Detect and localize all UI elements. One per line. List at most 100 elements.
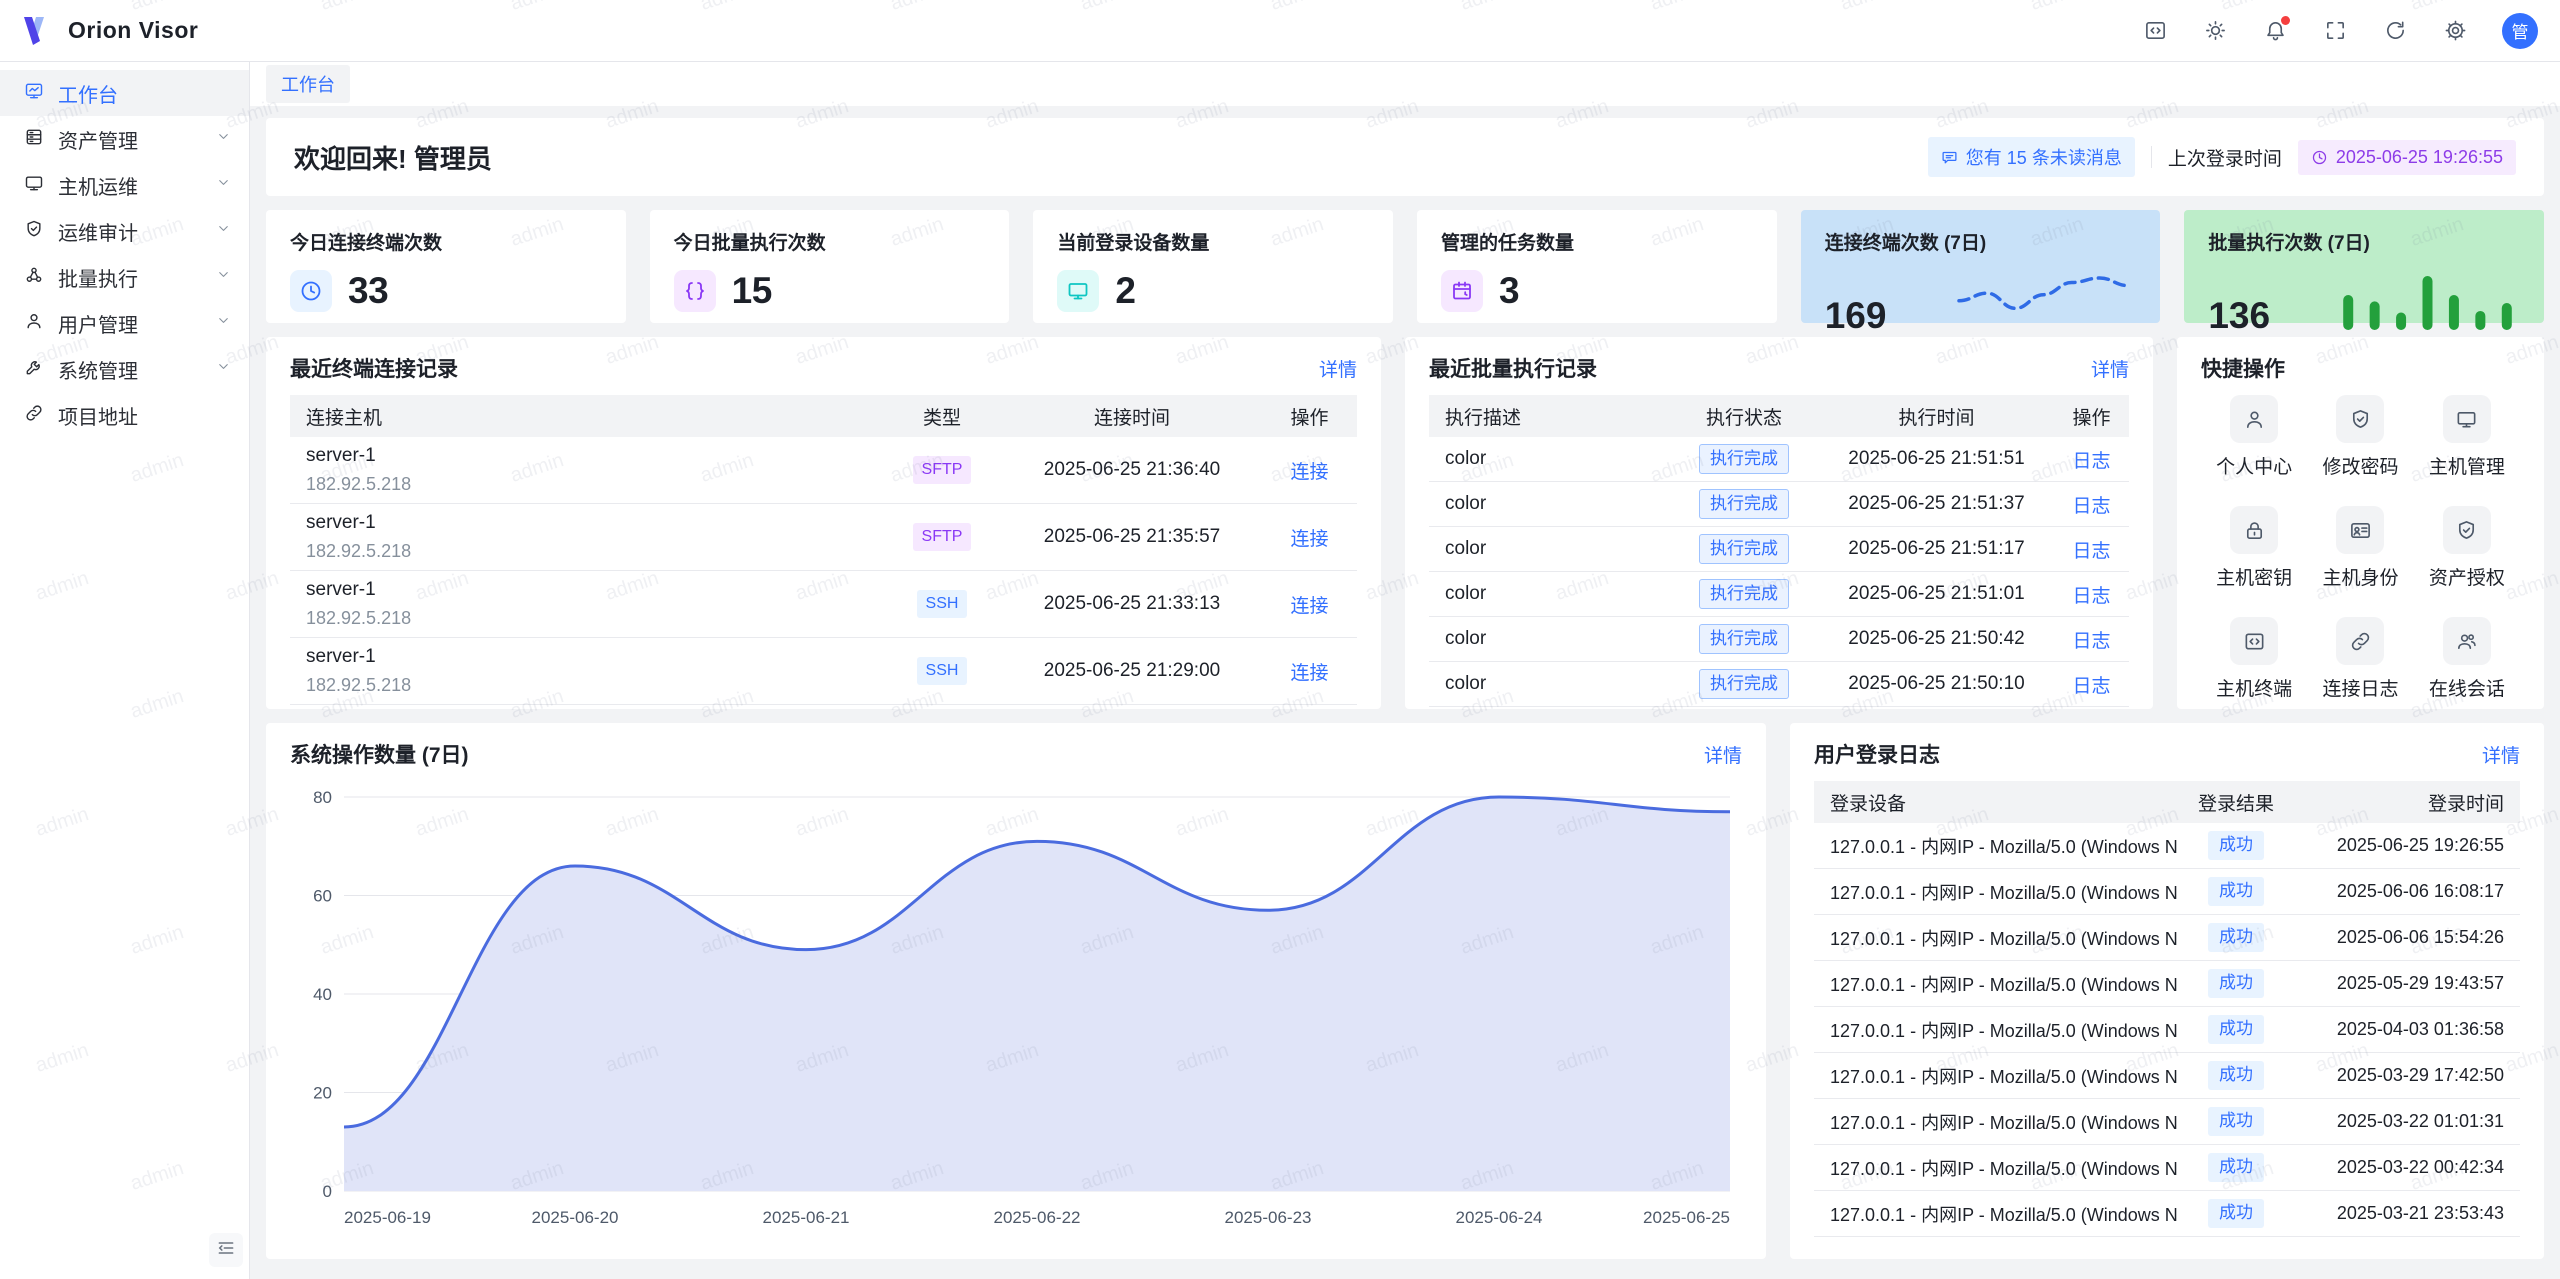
svg-text:2025-06-25: 2025-06-25: [1643, 1208, 1730, 1227]
log-link[interactable]: 日志: [2072, 630, 2111, 652]
shield-check-icon: [2442, 506, 2491, 554]
quick-op-host-mgmt[interactable]: 主机管理: [2414, 395, 2520, 479]
connect-link[interactable]: 连接: [1290, 662, 1329, 684]
refresh-icon[interactable]: [2382, 18, 2408, 44]
clock-icon: [2312, 150, 2327, 164]
dashboard-content: 欢迎回来! 管理员 您有 15 条未读消息 上次登录时间 2025-06-25 …: [250, 106, 2560, 1279]
chart-details-link[interactable]: 详情: [1703, 745, 1742, 767]
table-row: color 执行完成 2025-06-25 21:51:51 日志: [1429, 437, 2129, 482]
terminal-records-panel: 最近终端连接记录 详情 连接主机 类型 连接时间 操作: [266, 337, 1381, 709]
table-row: color 执行完成 2025-06-25 21:51:37 日志: [1429, 481, 2129, 527]
protocol-badge: SFTP: [912, 456, 972, 484]
sidebar-item-label: 批量执行: [58, 268, 138, 291]
table-row: server-1 182.92.5.218 SFTP 2025-06-25 21:…: [290, 437, 1357, 504]
connect-link[interactable]: 连接: [1290, 461, 1329, 483]
stat-value: 169: [1824, 295, 1887, 336]
login-result-badge: 成功: [2208, 1153, 2264, 1182]
log-link[interactable]: 日志: [2072, 675, 2111, 697]
sidebar-item-system-mgmt[interactable]: 系统管理: [0, 346, 249, 392]
table-row: 127.0.0.1 - 内网IP - Mozilla/5.0 (Windows …: [1814, 960, 2520, 1007]
stat-value: 2: [1115, 270, 1136, 311]
svg-text:60: 60: [313, 887, 332, 906]
table-row: 127.0.0.1 - 内网IP - Mozilla/5.0 (Windows …: [1814, 1006, 2520, 1053]
sidebar-item-assets[interactable]: 资产管理: [0, 116, 249, 162]
quick-op-connect-log[interactable]: 连接日志: [2307, 617, 2413, 701]
svg-text:40: 40: [313, 985, 332, 1004]
login-log-details-link[interactable]: 详情: [2481, 745, 2520, 767]
sidebar-item-host-ops[interactable]: 主机运维: [0, 162, 249, 208]
chevron-down-icon: [216, 359, 231, 379]
workbench-icon: [24, 81, 44, 106]
settings-gear-icon[interactable]: [2442, 18, 2468, 44]
stat-value: 3: [1499, 270, 1520, 311]
system-operations-area-chart: 0 20 40 60 80 2025-06-19 2025-06-20 2025-06-21 2…: [313, 788, 1731, 1227]
sidebar-item-project-link[interactable]: 项目地址: [0, 392, 249, 438]
svg-text:2025-06-19: 2025-06-19: [344, 1208, 431, 1227]
quick-op-host-keys[interactable]: 主机密钥: [2201, 506, 2307, 590]
terminal-records-table: 连接主机 类型 连接时间 操作 server-1 182.92.5.218 SFT…: [290, 395, 1357, 705]
code-window-icon[interactable]: [2142, 18, 2168, 44]
unread-messages-badge[interactable]: 您有 15 条未读消息: [1927, 137, 2135, 177]
quick-op-host-identity[interactable]: 主机身份: [2307, 506, 2413, 590]
shield-check-icon: [2336, 395, 2385, 443]
quick-op-asset-auth[interactable]: 资产授权: [2414, 506, 2520, 590]
connect-link[interactable]: 连接: [1290, 595, 1329, 617]
log-link[interactable]: 日志: [2072, 585, 2111, 607]
svg-text:2025-06-24: 2025-06-24: [1456, 1208, 1543, 1227]
panel-title: 最近批量执行记录: [1429, 358, 1597, 381]
link-icon: [2336, 617, 2385, 665]
panel-title: 最近终端连接记录: [290, 358, 458, 381]
stat-card-terminal-today: 今日连接终端次数 33: [266, 210, 626, 323]
batch-details-link[interactable]: 详情: [2090, 359, 2129, 381]
quick-op-change-password[interactable]: 修改密码: [2307, 395, 2413, 479]
log-link[interactable]: 日志: [2072, 495, 2111, 517]
panel-title: 系统操作数量 (7日): [290, 744, 469, 767]
sidebar-item-audit[interactable]: 运维审计: [0, 208, 249, 254]
log-link[interactable]: 日志: [2072, 540, 2111, 562]
table-row: 127.0.0.1 - 内网IP - Mozilla/5.0 (Windows …: [1814, 1098, 2520, 1145]
sidebar-item-label: 用户管理: [58, 314, 138, 337]
header-actions: 管: [2142, 12, 2538, 49]
sidebar-item-user-mgmt[interactable]: 用户管理: [0, 300, 249, 346]
host-ops-icon: [24, 173, 44, 198]
log-link[interactable]: 日志: [2072, 450, 2111, 472]
sidebar-item-workbench[interactable]: 工作台: [0, 70, 249, 116]
connect-link[interactable]: 连接: [1290, 528, 1329, 550]
project-link-icon: [24, 403, 44, 428]
login-result-badge: 成功: [2208, 969, 2264, 998]
breadcrumb: 工作台: [250, 62, 2560, 106]
sidebar-item-batch-exec[interactable]: 批量执行: [0, 254, 249, 300]
user-avatar[interactable]: 管: [2502, 12, 2538, 49]
login-result-badge: 成功: [2208, 877, 2264, 906]
quick-op-online-sessions[interactable]: 在线会话: [2414, 617, 2520, 701]
message-icon: [1942, 151, 1957, 163]
id-card-icon: [2336, 506, 2385, 554]
quick-op-host-terminal[interactable]: 主机终端: [2201, 617, 2307, 701]
notification-bell-icon[interactable]: [2262, 15, 2290, 44]
svg-text:0: 0: [323, 1182, 332, 1201]
sidebar-collapse-button[interactable]: [209, 1233, 243, 1267]
table-row: color 执行完成 2025-06-25 21:51:01 日志: [1429, 571, 2129, 617]
brand: Orion Visor: [22, 15, 198, 47]
stat-value: 33: [348, 270, 389, 311]
table-row: 127.0.0.1 - 内网IP - Mozilla/5.0 (Windows …: [1814, 1052, 2520, 1099]
chevron-down-icon: [216, 267, 231, 287]
protocol-badge: SFTP: [912, 523, 972, 551]
fullscreen-icon[interactable]: [2322, 18, 2348, 44]
sidebar: 工作台 资产管理 主机运维 运维审计 批量执行 用户管理: [0, 62, 250, 1279]
terminal-details-link[interactable]: 详情: [1318, 359, 1357, 381]
theme-icon[interactable]: [2202, 18, 2228, 44]
orion-visor-logo-icon: [22, 15, 56, 47]
breadcrumb-item-workbench[interactable]: 工作台: [266, 65, 350, 103]
table-row: server-1 182.92.5.218 SFTP 2025-06-25 21:…: [290, 503, 1357, 571]
users-icon: [2442, 617, 2491, 665]
quick-op-personal-center[interactable]: 个人中心: [2201, 395, 2307, 479]
sidebar-item-label: 系统管理: [58, 360, 138, 383]
system-operations-chart-panel: 系统操作数量 (7日) 详情 0 20 40 60 80 2025-06-19 2025-0…: [266, 723, 1766, 1259]
batch-exec-icon: [24, 265, 44, 290]
stat-value: 15: [731, 270, 773, 311]
chevron-down-icon: [216, 313, 231, 333]
monitor-icon: [2442, 395, 2491, 443]
table-row: 127.0.0.1 - 内网IP - Mozilla/5.0 (Windows …: [1814, 868, 2520, 915]
table-row: server-1 182.92.5.218 SSH 2025-06-25 21:2…: [290, 637, 1357, 705]
